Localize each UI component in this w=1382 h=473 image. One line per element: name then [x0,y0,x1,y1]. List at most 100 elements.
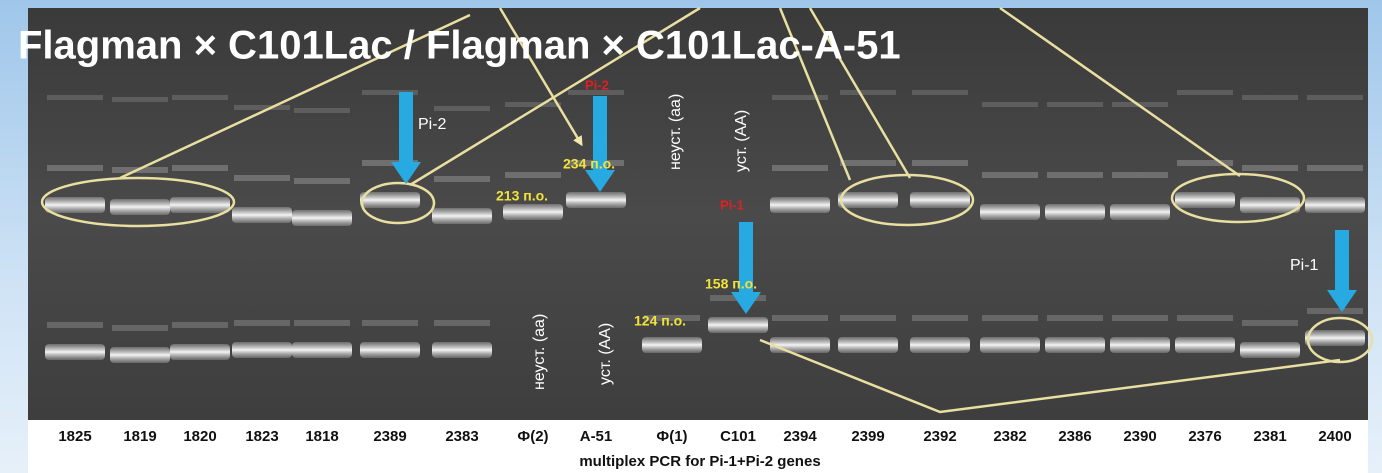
band [292,342,352,358]
faint-band [772,165,828,171]
faint-band [912,315,968,321]
faint-band [47,95,103,100]
band [1110,204,1170,220]
annotation: 158 п.о. [705,276,757,292]
band [170,344,230,360]
lane-label: 2389 [373,428,406,445]
band [1240,342,1300,358]
annotation: 234 п.о. [563,156,615,172]
faint-band [362,320,418,326]
band [45,344,105,360]
band [1175,192,1235,208]
faint-band [172,322,228,328]
faint-band [47,322,103,328]
annotation: неуст. (аа) [667,94,684,170]
faint-band [1047,102,1103,107]
faint-band [1307,308,1363,314]
faint-band [294,178,350,184]
faint-band [434,106,490,111]
band [770,197,830,213]
faint-band [840,315,896,321]
lane-label: 2383 [445,428,478,445]
faint-band [912,90,968,95]
faint-band [505,102,561,107]
lane-label: Ф(2) [517,428,548,445]
faint-band [1307,95,1363,100]
band [110,199,170,215]
faint-band [1307,165,1363,171]
band [708,317,768,333]
band [980,337,1040,353]
band [910,337,970,353]
lane-label: C101 [720,428,756,445]
lane-label: 2382 [993,428,1026,445]
faint-band [112,325,168,331]
band [1305,197,1365,213]
faint-band [434,320,490,326]
band [1110,337,1170,353]
band [1045,204,1105,220]
band [503,204,563,220]
faint-band [982,102,1038,107]
faint-band [1177,90,1233,95]
lane-label: 2400 [1318,428,1351,445]
faint-band [234,105,290,110]
band [1045,337,1105,353]
annotation: 124 п.о. [634,313,686,329]
faint-band [1177,315,1233,321]
faint-band [1242,95,1298,100]
faint-band [294,108,350,113]
faint-band [1047,315,1103,321]
faint-band [294,320,350,326]
annotation: 213 п.о. [496,188,548,204]
band [1175,337,1235,353]
annotation: неуст. (аа) [531,314,548,390]
band [360,342,420,358]
lane-label: 1825 [58,428,91,445]
band [838,337,898,353]
band [360,192,420,208]
lane-label: 2376 [1188,428,1221,445]
annotation: Pi-1 [1290,257,1319,274]
band [566,192,626,208]
faint-band [840,160,896,166]
faint-band [912,160,968,166]
annotation: Pi-1 [720,197,744,212]
band [232,207,292,223]
faint-band [982,315,1038,321]
annotation: уст. (АА) [733,110,750,172]
lane-label: 2392 [923,428,956,445]
annotation: Pi-2 [585,77,609,92]
figure: Flagman × C101Lac / Flagman × C101Lac-A-… [0,0,1382,473]
lane-label: 2381 [1253,428,1286,445]
band [432,208,492,224]
lane-label: Ф(1) [656,428,687,445]
faint-band [47,165,103,171]
faint-band [1242,165,1298,171]
faint-band [505,172,561,178]
lane-label: A-51 [580,428,613,445]
faint-band [1112,315,1168,321]
faint-band [172,165,228,171]
band [980,204,1040,220]
lane-label: 1823 [245,428,278,445]
band [910,192,970,208]
faint-band [772,315,828,321]
faint-band [434,176,490,182]
lane-label: 2390 [1123,428,1156,445]
band [1240,197,1300,213]
faint-band [234,320,290,326]
lane-label: 1819 [123,428,156,445]
lane-label: 1818 [305,428,338,445]
band [432,342,492,358]
lane-label: 2399 [851,428,884,445]
band [770,337,830,353]
lane-label: 1820 [183,428,216,445]
band [1305,330,1365,346]
faint-band [1047,172,1103,178]
lane-label: 2394 [783,428,817,445]
band [642,337,702,353]
faint-band [1112,172,1168,178]
band [45,197,105,213]
band [838,192,898,208]
